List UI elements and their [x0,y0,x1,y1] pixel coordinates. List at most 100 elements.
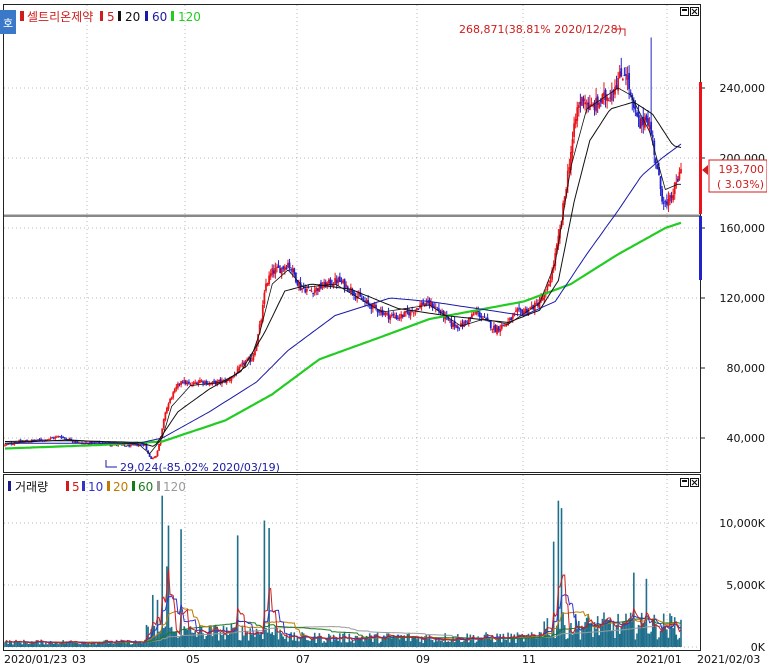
volume-bar [655,624,657,647]
candle-body [307,287,310,289]
candle-body [645,115,648,121]
volume-bar [129,644,132,647]
candle-body [189,384,192,386]
stock-name: 셀트리온제약 [27,9,93,24]
candle-body [669,195,671,202]
volume-restore-icon[interactable] [680,478,689,487]
candle-body [428,299,431,306]
candle-body [664,201,667,203]
volume-bar [620,626,623,647]
candle-body [206,383,209,385]
candle-body [449,319,451,321]
volume-bar [574,614,577,647]
volume-bar [540,632,542,647]
volume-bar [111,640,113,647]
volume-bar [214,624,217,647]
volume-bar [461,641,464,647]
candle-body [453,320,456,327]
volume-bar [587,614,590,647]
candle-body [515,310,517,312]
volume-bar [642,623,645,647]
volume-bar [634,639,637,647]
volume-bar [439,640,442,647]
vol-ma5-line [4,568,682,644]
volume-bar [611,630,613,647]
candle-body [257,334,260,345]
candle-body [404,311,407,313]
badge-box[interactable] [0,10,16,34]
candle-body [614,87,616,95]
volume-bar [584,622,586,647]
ma60-marker-icon [145,11,148,21]
volume-bar [258,634,261,647]
volume-bar [38,644,41,647]
current-change: ( 3.03%) [717,178,764,191]
volume-bar [317,636,319,647]
volume-tick-label: 5,000K [726,579,765,592]
volume-bar [164,626,167,647]
volume-bar [269,633,272,647]
candle-body [393,316,396,318]
candle-body [271,268,274,275]
volume-bar [236,535,239,647]
volume-bar [376,632,379,647]
volume-bar [666,629,668,647]
volume-bar [571,634,574,647]
candle-body [202,381,204,384]
volume-bar [458,637,461,647]
volume-bar [537,636,539,647]
candle-body [166,407,168,413]
volume-bar [24,642,27,647]
restore-icon[interactable] [680,7,689,16]
volume-bar [623,622,626,647]
volume-bar [445,641,448,647]
candle-body [414,309,417,312]
volume-bar [381,638,384,647]
candle-body [123,444,126,446]
candle-body [670,195,673,198]
candle-body [480,316,483,318]
candle-body [296,280,299,285]
candle-body [219,379,222,383]
candle-body [475,311,478,315]
legend-vol-ma60: 60 [138,480,153,494]
volume-bar [16,641,19,647]
volume-bar [122,640,124,647]
candle-body [274,268,277,274]
price-panel-controls [680,7,699,16]
candle-body [546,286,549,291]
candle-body [579,101,582,105]
volume-bar [353,642,355,647]
candle-body [425,303,428,305]
volume-bar [306,640,308,647]
candle-body [7,443,10,445]
range-bar-up [699,82,702,214]
candle-body [549,280,552,284]
volume-bar [467,642,470,647]
candle-body [265,283,267,291]
date-tick-label: 11 [522,653,536,666]
candle-body [415,308,418,310]
candle-body [343,279,346,289]
volume-bar [568,629,571,647]
volume-bar [612,620,615,647]
volume-bar [192,632,195,647]
volume-bar [133,641,135,647]
volume-bar [370,635,373,647]
volume-bar [356,636,358,647]
volume-bar [598,635,601,647]
volume-bar [339,633,341,647]
candle-body [400,314,403,318]
candle-body [55,436,58,438]
candle-body [521,309,524,314]
volume-bar [378,643,380,647]
candle-body [452,322,454,328]
vol-ma120-marker-icon [157,481,160,491]
volume-bar [518,634,520,647]
volume-bar [76,642,79,647]
volume-bar [502,633,505,647]
candle-body [551,270,553,280]
candle-body [423,303,426,306]
candle-body [603,92,605,96]
volume-bar [431,639,434,647]
